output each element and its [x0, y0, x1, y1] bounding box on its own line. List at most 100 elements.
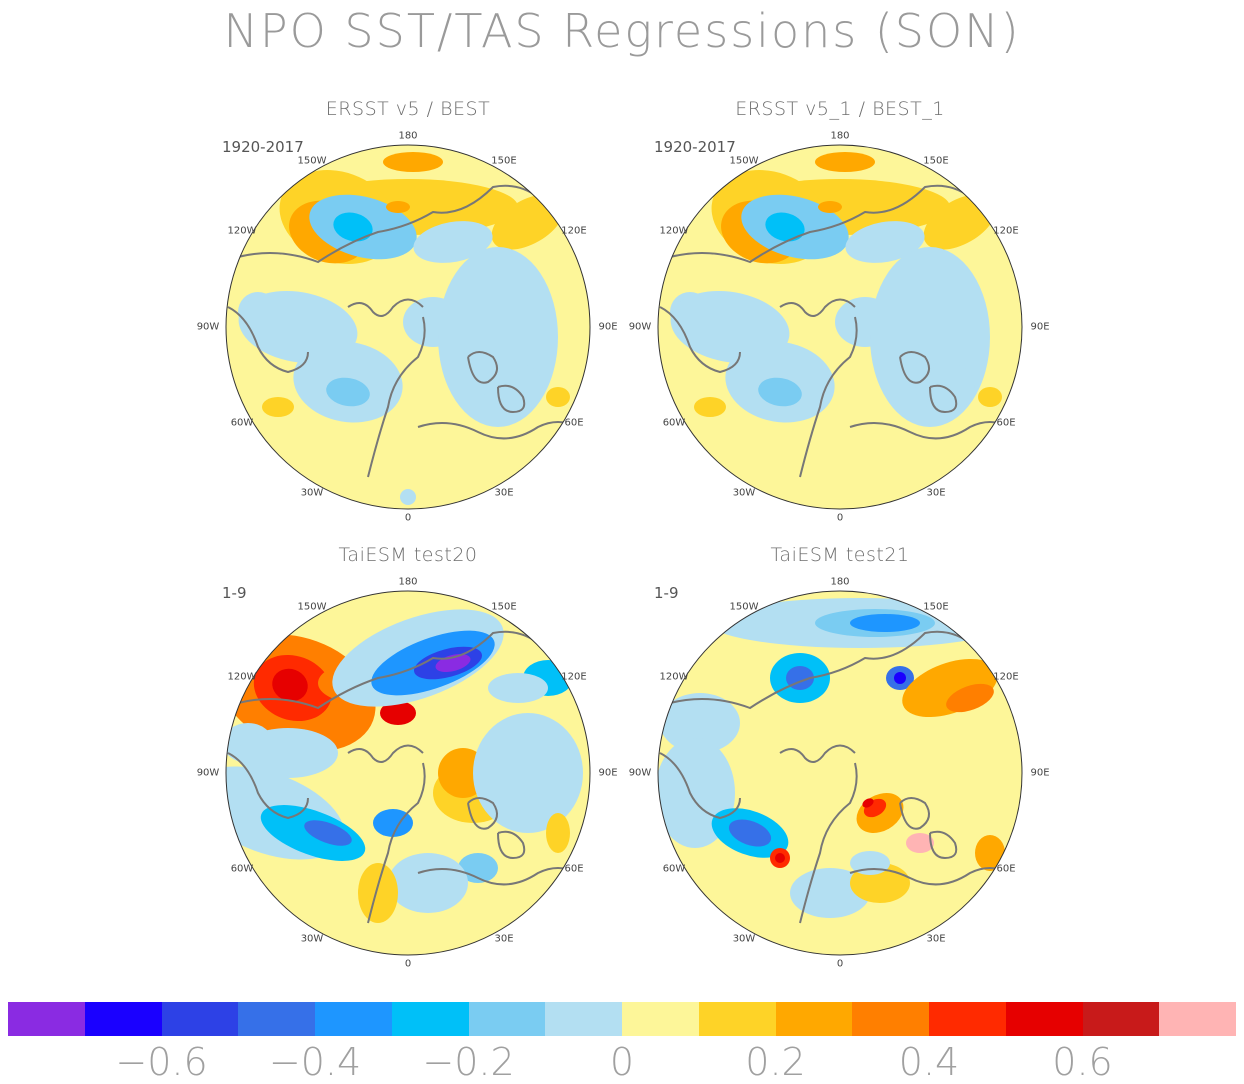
regression-field-patch	[790, 868, 870, 918]
coastline	[929, 384, 958, 414]
colorbar-tick-label: 0.4	[898, 1040, 960, 1084]
regression-field-patch	[388, 853, 468, 913]
colorbar-labels: −0.6 −0.4 −0.2 0 0.2 0.4 0.6	[8, 1040, 1236, 1084]
regression-field-patch	[728, 819, 772, 847]
coastline	[779, 298, 856, 317]
figure-title: NPO SST/TAS Regressions (SON)	[223, 4, 1021, 58]
regression-field-patch	[660, 693, 740, 753]
regression-field-patch	[358, 863, 398, 923]
regression-field-patch	[815, 152, 875, 172]
map-boundary	[657, 590, 1023, 956]
colorbar-swatch	[1159, 1002, 1236, 1036]
regression-field-patch	[850, 614, 920, 632]
map-panel-ersst-v5-best: ERSST v5 / BEST 1920-2017 180 150E 120E 90E…	[197, 98, 618, 538]
coastline	[799, 316, 858, 478]
longitude-label: 120W	[659, 225, 689, 237]
map-boundary	[225, 144, 591, 510]
longitude-label: 60W	[230, 863, 254, 875]
coastline	[899, 797, 930, 830]
coastline	[227, 306, 309, 374]
colorbar-swatch	[468, 1002, 546, 1036]
colorbar-swatch	[1005, 1002, 1083, 1036]
longitude-label: 120W	[659, 671, 689, 683]
regression-field-patch	[775, 853, 785, 863]
coastline	[497, 384, 526, 414]
period-label: 1920-2017	[222, 138, 304, 156]
regression-field-patch	[400, 489, 416, 505]
coastline	[237, 184, 539, 264]
longitude-label: 90E	[1030, 321, 1050, 333]
longitude-label: 120W	[227, 225, 257, 237]
regression-field-patch	[862, 798, 874, 808]
coastline	[849, 421, 1011, 440]
colorbar-tick-label: −0.6	[115, 1040, 208, 1084]
longitude-label: 30W	[732, 487, 756, 499]
longitude-label: 150W	[729, 155, 759, 167]
map-panel-taiesm-test20: TaiESM test20 1-9 180 150E 120E 90E 60E 30E 0 3…	[197, 544, 618, 984]
longitude-label: 120W	[227, 671, 257, 683]
longitude-label: 60W	[662, 417, 686, 429]
regression-field-patch	[383, 152, 443, 172]
panel-title: TaiESM test20	[338, 544, 478, 566]
panel-title: TaiESM test21	[770, 544, 910, 566]
coastline	[659, 306, 741, 374]
longitude-label: 90E	[598, 321, 618, 333]
longitude-label: 120E	[561, 671, 587, 683]
colorbar-swatch	[8, 1002, 85, 1036]
longitude-label: 120E	[993, 671, 1019, 683]
period-label: 1-9	[654, 584, 679, 602]
longitude-label: 150E	[491, 601, 517, 613]
polar-map	[225, 590, 591, 956]
colorbar-tick-label: −0.4	[268, 1040, 362, 1084]
regression-field-patch	[458, 853, 498, 883]
longitude-label: 180	[830, 576, 850, 588]
longitude-label: 30E	[494, 933, 514, 945]
regression-field-patch	[333, 212, 373, 242]
regression-field-patch	[975, 835, 1005, 871]
regression-field-patch	[845, 221, 925, 263]
longitude-label: 120E	[561, 225, 587, 237]
longitude-label: 60E	[996, 417, 1016, 429]
longitude-label: 90E	[598, 767, 618, 779]
regression-field-patch	[765, 212, 805, 242]
coastline	[367, 762, 426, 924]
longitude-label: 120E	[993, 225, 1019, 237]
regression-field-patch	[272, 668, 308, 702]
coastline	[467, 351, 498, 384]
map-panel-ersst-v5-1-best-1: ERSST v5_1 / BEST_1 1920-2017 180 150E 120…	[629, 98, 1050, 538]
longitude-label: 90W	[628, 767, 652, 779]
regression-field-patch	[818, 201, 842, 213]
coastline	[367, 316, 426, 478]
longitude-label: 150W	[297, 601, 327, 613]
colorbar-swatch	[622, 1002, 699, 1036]
coastline	[417, 421, 579, 440]
coastline	[669, 184, 971, 264]
colorbar-swatch	[1082, 1002, 1160, 1036]
longitude-label: 0	[836, 958, 844, 970]
longitude-label: 0	[836, 512, 844, 524]
colorbar-tick-label: 0.2	[745, 1040, 806, 1084]
period-label: 1920-2017	[654, 138, 736, 156]
colorbar-swatch	[391, 1002, 469, 1036]
regression-field-patch	[946, 683, 994, 713]
colorbar-swatch	[238, 1002, 315, 1036]
longitude-label: 60E	[996, 863, 1016, 875]
coastline	[467, 797, 498, 830]
coastline	[417, 867, 579, 886]
regression-field-patch	[373, 809, 413, 837]
longitude-label: 180	[398, 130, 418, 142]
regression-field-patch	[380, 701, 416, 725]
regression-field-patch	[546, 387, 570, 407]
coastline	[779, 744, 856, 763]
regression-field-patch	[262, 397, 294, 417]
regression-field-patch	[758, 377, 802, 407]
colorbar	[8, 1002, 1236, 1036]
longitude-label: 30E	[494, 487, 514, 499]
colorbar-swatch	[161, 1002, 239, 1036]
panel-title: ERSST v5_1 / BEST_1	[735, 98, 945, 120]
map-boundary	[225, 590, 591, 956]
longitude-label: 30E	[926, 487, 946, 499]
longitude-label: 90E	[1030, 767, 1050, 779]
panel-title: ERSST v5 / BEST	[325, 98, 491, 120]
colorbar-swatch	[852, 1002, 929, 1036]
